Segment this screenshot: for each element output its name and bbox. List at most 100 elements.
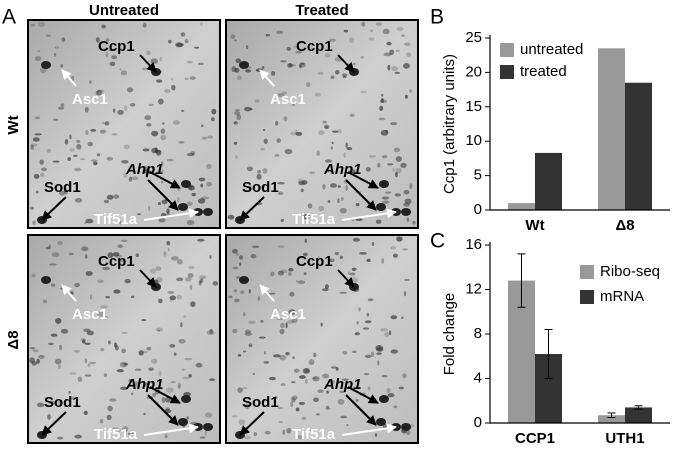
gel-spot xyxy=(135,253,139,258)
gel-spot xyxy=(109,398,117,402)
gel-spot xyxy=(189,284,193,291)
gel-spot xyxy=(354,332,360,336)
gel-spot xyxy=(76,143,82,150)
gel-spot xyxy=(283,116,288,122)
gel-spot xyxy=(32,137,40,142)
gel-spot xyxy=(293,45,297,49)
gel-spot xyxy=(386,387,391,393)
gel-spot xyxy=(40,172,45,178)
gel-spot xyxy=(32,349,39,353)
gel-spot xyxy=(101,24,106,29)
gel-spot xyxy=(330,75,335,79)
gel-spot xyxy=(390,246,397,250)
y-tick-label: 5 xyxy=(474,167,482,184)
gel-spot xyxy=(177,188,180,192)
gel-spot xyxy=(198,177,206,182)
gel-spot xyxy=(121,331,128,334)
gel-spot xyxy=(188,374,192,378)
gel-spot xyxy=(69,372,77,375)
gel-spot xyxy=(116,368,124,373)
gel-spot xyxy=(322,120,327,124)
gel-spot xyxy=(126,87,134,93)
arrow xyxy=(259,284,275,302)
gel-spot xyxy=(276,30,284,35)
gel-spot xyxy=(386,41,392,46)
gel-spot xyxy=(376,352,382,355)
gel-spot xyxy=(195,362,203,368)
gel-spot xyxy=(166,158,174,162)
gel-spot xyxy=(381,374,388,378)
gel-spot xyxy=(56,436,64,440)
gel-spot xyxy=(30,144,34,150)
gel-spot xyxy=(197,198,206,204)
gel-spot xyxy=(74,167,82,172)
gel-spot xyxy=(394,193,402,197)
panel-label: B xyxy=(430,6,444,29)
gel-spot xyxy=(246,166,253,172)
gel-spot xyxy=(239,61,249,69)
gel-spot xyxy=(313,397,319,402)
arrow xyxy=(239,196,265,221)
gel-spot xyxy=(117,244,124,249)
gel-spot xyxy=(141,319,147,322)
gel-spot xyxy=(335,70,340,75)
gel-spot xyxy=(206,163,212,169)
gel-spot xyxy=(275,120,279,126)
gel-spot xyxy=(186,220,195,226)
gel-spot xyxy=(300,62,305,65)
gel-spot xyxy=(324,284,329,289)
gel-spot xyxy=(172,120,180,125)
gel-spot xyxy=(298,180,306,186)
gel-spot xyxy=(169,299,173,303)
gel-spot xyxy=(339,255,343,260)
gel-spot xyxy=(89,294,92,300)
gel-spot xyxy=(150,358,158,364)
arrow xyxy=(345,394,377,426)
gel-spot xyxy=(376,203,386,211)
gel-spot xyxy=(260,185,266,189)
y-tick-label: 8 xyxy=(474,325,482,342)
gel-spot xyxy=(288,309,297,315)
gel-spot xyxy=(248,185,252,191)
gel-spot xyxy=(232,266,239,270)
gel-spot xyxy=(351,267,357,272)
arrow xyxy=(139,54,157,73)
gel-spot xyxy=(324,407,332,411)
gel-spot xyxy=(345,185,348,191)
gel-spot xyxy=(160,134,167,141)
gel-spot xyxy=(395,156,403,162)
arrow xyxy=(41,411,67,436)
gel-border xyxy=(225,19,419,229)
arrow xyxy=(143,423,199,436)
gel-spot xyxy=(176,196,180,203)
gel-spot xyxy=(235,154,238,159)
legend-swatch xyxy=(580,265,594,279)
arrow xyxy=(239,411,265,436)
gel-spot xyxy=(146,346,152,351)
gel-spot xyxy=(239,255,244,260)
gel-spot xyxy=(48,244,51,250)
gel-spot xyxy=(380,328,389,332)
gel-spot xyxy=(349,37,355,43)
gel-spot xyxy=(204,430,207,436)
gel-spot xyxy=(181,368,186,372)
gel-spot xyxy=(83,410,88,416)
y-axis-label: Ccp1 (arbitrary units) xyxy=(441,54,458,194)
gel-spot xyxy=(260,147,265,151)
gel-spot xyxy=(198,62,204,66)
gel-annotation: Sod1 xyxy=(242,179,279,196)
gel-spot xyxy=(320,322,323,327)
gel-spot xyxy=(69,396,76,400)
gel-spot xyxy=(156,277,163,283)
gel-spot xyxy=(155,327,164,332)
gel-spot xyxy=(358,307,361,312)
legend-swatch xyxy=(500,65,514,79)
gel-spot xyxy=(409,183,413,190)
gel-spot xyxy=(302,368,311,374)
gel-spot xyxy=(393,147,401,153)
gel-spot xyxy=(297,435,303,440)
gel-spot xyxy=(346,424,349,427)
gel-spot xyxy=(201,136,208,140)
bar xyxy=(625,82,652,210)
